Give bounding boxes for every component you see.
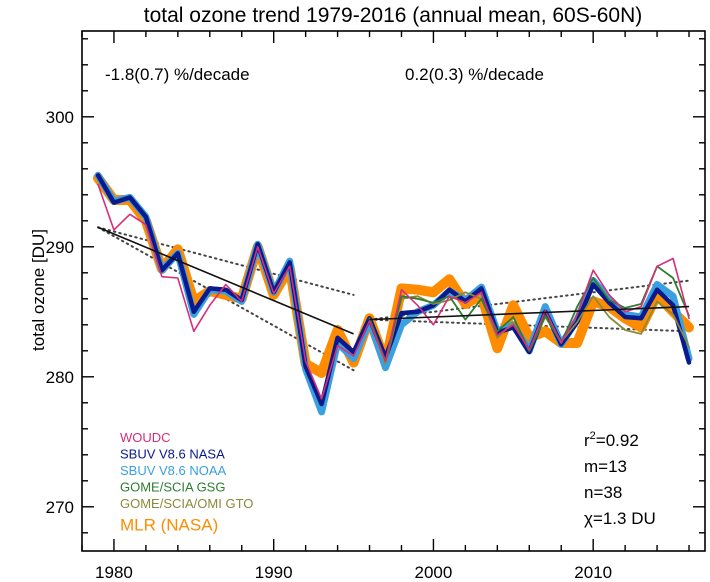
x-tick-labels: 1980 1990 2000 2010 <box>95 563 612 582</box>
stat-chi: χ=1.3 DU <box>584 509 656 528</box>
y-tick-label: 300 <box>46 108 74 127</box>
series-woudc <box>97 183 690 400</box>
statistics: r2=0.92 m=13 n=38 χ=1.3 DU <box>584 430 656 528</box>
series-gome-scia-gsg <box>368 265 690 363</box>
plot-frame <box>81 30 706 552</box>
y-tick-label: 270 <box>46 498 74 517</box>
stat-m: m=13 <box>584 457 627 476</box>
legend-item: SBUV V8.6 NASA <box>120 447 225 462</box>
stat-r2: r2=0.92 <box>584 430 639 450</box>
trend1-annotation: -1.8(0.7) %/decade <box>105 65 250 84</box>
legend-item: WOUDC <box>120 430 171 445</box>
y-tick-label: 290 <box>46 238 74 257</box>
y-tick-labels: 270 280 290 300 <box>46 108 74 517</box>
plot-area <box>93 171 694 416</box>
legend-item: GOME/SCIA/OMI GTO <box>120 496 253 511</box>
series-lines <box>93 171 694 416</box>
series-sbuv-v8-6-nasa <box>95 173 692 407</box>
trend-2-line <box>369 305 690 321</box>
legend-item: GOME/SCIA GSG <box>120 480 225 495</box>
y-tick-label: 280 <box>46 368 74 387</box>
x-tick-label: 1990 <box>255 563 293 582</box>
trend2-annotation: 0.2(0.3) %/decade <box>405 65 544 84</box>
legend-item: MLR (NASA) <box>120 516 218 535</box>
x-tick-label: 2000 <box>415 563 453 582</box>
x-tick-label: 2010 <box>574 563 612 582</box>
axis-ticks <box>81 31 705 551</box>
trend-2-upper-bound <box>368 279 691 321</box>
legend-item: SBUV V8.6 NOAA <box>120 463 227 478</box>
trend-1-upper-bound <box>96 226 355 296</box>
stat-n: n=38 <box>584 483 622 502</box>
trend-1-lower-bound <box>96 226 355 372</box>
chart-title: total ozone trend 1979-2016 (annual mean… <box>144 4 643 27</box>
trend-lines-top <box>97 226 690 335</box>
x-tick-label: 1980 <box>95 563 133 582</box>
y-axis-label: total ozone [DU] <box>29 229 48 351</box>
trend-1-line <box>97 226 354 335</box>
